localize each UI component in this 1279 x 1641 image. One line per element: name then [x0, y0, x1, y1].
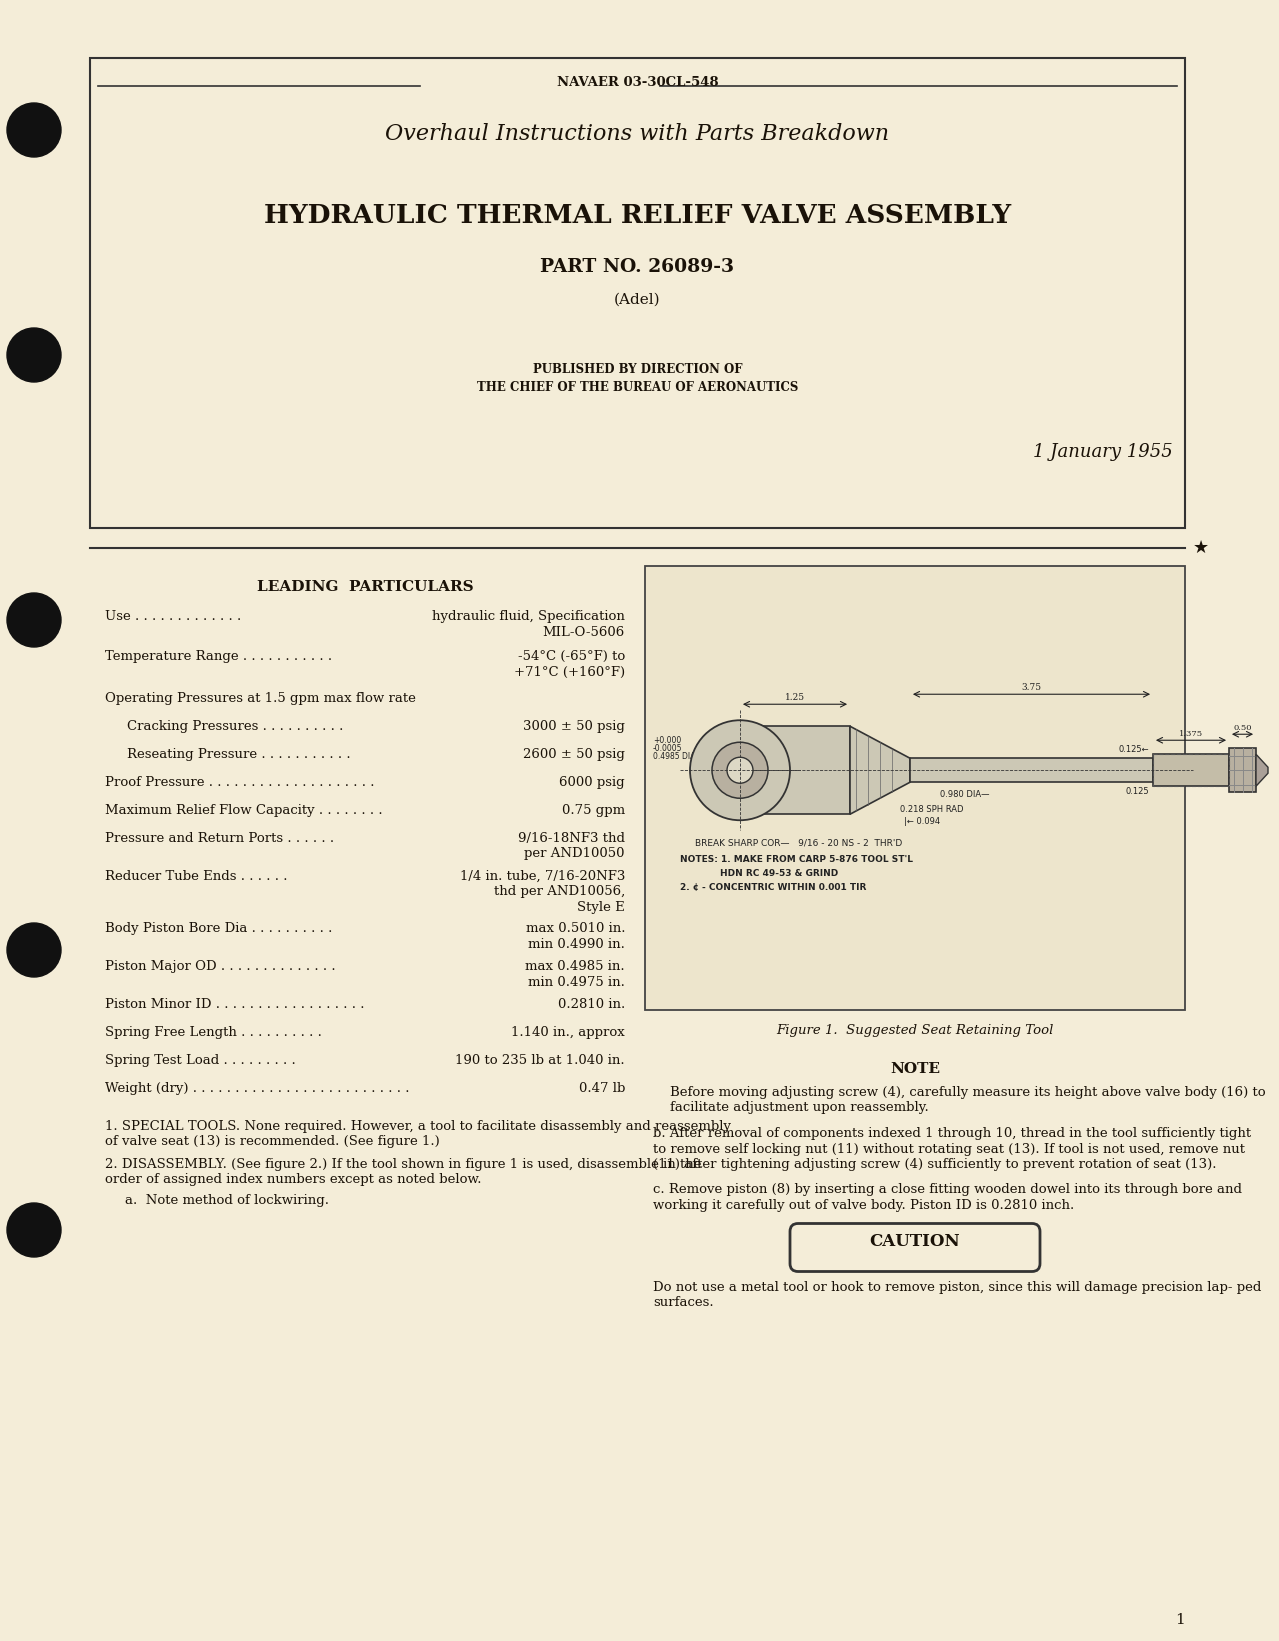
Circle shape [6, 1203, 61, 1257]
Text: 190 to 235 lb at 1.040 in.: 190 to 235 lb at 1.040 in. [455, 1054, 625, 1067]
Text: -54°C (-65°F) to: -54°C (-65°F) to [518, 650, 625, 663]
Text: 2. DISASSEMBLY. (See figure 2.) If the tool shown in figure 1 is used, disassemb: 2. DISASSEMBLY. (See figure 2.) If the t… [105, 1159, 701, 1172]
Text: Figure 1.  Suggested Seat Retaining Tool: Figure 1. Suggested Seat Retaining Tool [776, 1024, 1054, 1037]
Text: 2600 ± 50 psig: 2600 ± 50 psig [523, 748, 625, 761]
Circle shape [689, 720, 790, 820]
Text: 6000 psig: 6000 psig [559, 776, 625, 789]
Text: -0.0005: -0.0005 [654, 743, 683, 753]
Text: min 0.4990 in.: min 0.4990 in. [528, 937, 625, 950]
Text: working it carefully out of valve body. Piston ID is 0.2810 inch.: working it carefully out of valve body. … [654, 1200, 1074, 1213]
Text: THE CHIEF OF THE BUREAU OF AERONAUTICS: THE CHIEF OF THE BUREAU OF AERONAUTICS [477, 381, 798, 394]
Text: Do not use a metal tool or hook to remove piston, since this will damage precisi: Do not use a metal tool or hook to remov… [654, 1280, 1261, 1293]
Text: min 0.4975 in.: min 0.4975 in. [528, 975, 625, 988]
Text: of valve seat (13) is recommended. (See figure 1.): of valve seat (13) is recommended. (See … [105, 1136, 440, 1149]
Text: PUBLISHED BY DIRECTION OF: PUBLISHED BY DIRECTION OF [533, 363, 742, 376]
Text: 0.2810 in.: 0.2810 in. [558, 998, 625, 1011]
Text: NOTES: 1. MAKE FROM CARP 5-876 TOOL ST'L: NOTES: 1. MAKE FROM CARP 5-876 TOOL ST'L [680, 855, 913, 865]
Bar [1152, 755, 1229, 786]
Text: 0.4985 DIA ¢: 0.4985 DIA ¢ [654, 752, 702, 761]
Text: 9/16-18NF3 thd: 9/16-18NF3 thd [518, 832, 625, 845]
Text: Maximum Relief Flow Capacity . . . . . . . .: Maximum Relief Flow Capacity . . . . . .… [105, 804, 382, 817]
Text: thd per AND10056,: thd per AND10056, [494, 886, 625, 899]
Text: MIL-O-5606: MIL-O-5606 [542, 625, 625, 638]
Text: Operating Pressures at 1.5 gpm max flow rate: Operating Pressures at 1.5 gpm max flow … [105, 693, 416, 706]
Text: ★: ★ [1193, 538, 1209, 556]
Text: Proof Pressure . . . . . . . . . . . . . . . . . . . .: Proof Pressure . . . . . . . . . . . . .… [105, 776, 375, 789]
Text: 1 January 1955: 1 January 1955 [1033, 443, 1173, 461]
Text: surfaces.: surfaces. [654, 1296, 714, 1310]
Circle shape [6, 328, 61, 382]
Text: 0.75 gpm: 0.75 gpm [561, 804, 625, 817]
Text: 1/4 in. tube, 7/16-20NF3: 1/4 in. tube, 7/16-20NF3 [459, 870, 625, 883]
Text: a.  Note method of lockwiring.: a. Note method of lockwiring. [125, 1195, 329, 1208]
Polygon shape [851, 727, 909, 814]
Text: Use . . . . . . . . . . . . .: Use . . . . . . . . . . . . . [105, 610, 242, 624]
Text: Weight (dry) . . . . . . . . . . . . . . . . . . . . . . . . . .: Weight (dry) . . . . . . . . . . . . . .… [105, 1081, 409, 1095]
Text: 0.47 lb: 0.47 lb [578, 1081, 625, 1095]
Text: Piston Minor ID . . . . . . . . . . . . . . . . . .: Piston Minor ID . . . . . . . . . . . . … [105, 998, 365, 1011]
Circle shape [712, 742, 767, 798]
Text: facilitate adjustment upon reassembly.: facilitate adjustment upon reassembly. [670, 1101, 929, 1114]
Text: 3000 ± 50 psig: 3000 ± 50 psig [523, 720, 625, 734]
Text: 1.140 in., approx: 1.140 in., approx [512, 1026, 625, 1039]
Text: Cracking Pressures . . . . . . . . . .: Cracking Pressures . . . . . . . . . . [127, 720, 343, 734]
Bar [645, 566, 1186, 1009]
Text: BREAK SHARP COR—   9/16 - 20 NS - 2  THR'D: BREAK SHARP COR— 9/16 - 20 NS - 2 THR'D [694, 839, 902, 847]
Text: hydraulic fluid, Specification: hydraulic fluid, Specification [432, 610, 625, 624]
Text: max 0.4985 in.: max 0.4985 in. [526, 960, 625, 973]
Text: CAUTION: CAUTION [870, 1232, 961, 1250]
Text: Before moving adjusting screw (4), carefully measure its height above valve body: Before moving adjusting screw (4), caref… [670, 1086, 1266, 1099]
Circle shape [6, 103, 61, 158]
Circle shape [6, 922, 61, 976]
Text: NOTE: NOTE [890, 1062, 940, 1076]
Text: HYDRAULIC THERMAL RELIEF VALVE ASSEMBLY: HYDRAULIC THERMAL RELIEF VALVE ASSEMBLY [263, 203, 1012, 228]
Text: Spring Test Load . . . . . . . . .: Spring Test Load . . . . . . . . . [105, 1054, 295, 1067]
Circle shape [6, 592, 61, 647]
Text: LEADING  PARTICULARS: LEADING PARTICULARS [257, 579, 473, 594]
Bar [741, 727, 851, 814]
Text: 0.218 SPH RAD: 0.218 SPH RAD [900, 806, 963, 814]
Text: per AND10050: per AND10050 [524, 847, 625, 860]
Text: 1: 1 [1175, 1613, 1186, 1626]
Text: 1.25: 1.25 [785, 693, 804, 702]
Polygon shape [1256, 755, 1267, 786]
Text: +0.000: +0.000 [654, 735, 682, 745]
Text: 3.75: 3.75 [1022, 683, 1041, 693]
Text: 2. ¢ - CONCENTRIC WITHIN 0.001 TIR: 2. ¢ - CONCENTRIC WITHIN 0.001 TIR [680, 883, 866, 893]
Text: PART NO. 26089-3: PART NO. 26089-3 [541, 258, 734, 276]
Text: 1. SPECIAL TOOLS. None required. However, a tool to facilitate disassembly and r: 1. SPECIAL TOOLS. None required. However… [105, 1121, 732, 1132]
FancyBboxPatch shape [790, 1224, 1040, 1272]
Text: 0.125←: 0.125← [1118, 745, 1149, 753]
Bar [90, 57, 1186, 528]
Text: |← 0.094: |← 0.094 [904, 817, 940, 825]
Bar [1152, 755, 1229, 786]
Text: 0.50: 0.50 [1233, 724, 1252, 732]
Text: Reducer Tube Ends . . . . . .: Reducer Tube Ends . . . . . . [105, 870, 288, 883]
Text: (Adel): (Adel) [614, 294, 661, 307]
Text: NAVAER 03-30CL-548: NAVAER 03-30CL-548 [556, 75, 719, 89]
Text: to remove self locking nut (11) without rotating seat (13). If tool is not used,: to remove self locking nut (11) without … [654, 1142, 1244, 1155]
Text: HDN RC 49-53 & GRIND: HDN RC 49-53 & GRIND [720, 870, 838, 878]
Text: order of assigned index numbers except as noted below.: order of assigned index numbers except a… [105, 1173, 481, 1186]
Text: 1.375: 1.375 [1179, 730, 1204, 738]
Text: Piston Major OD . . . . . . . . . . . . . .: Piston Major OD . . . . . . . . . . . . … [105, 960, 335, 973]
Text: Temperature Range . . . . . . . . . . .: Temperature Range . . . . . . . . . . . [105, 650, 333, 663]
Bar [909, 758, 1152, 783]
Text: (11) after tightening adjusting screw (4) sufficiently to prevent rotation of se: (11) after tightening adjusting screw (4… [654, 1159, 1216, 1172]
Text: Spring Free Length . . . . . . . . . .: Spring Free Length . . . . . . . . . . [105, 1026, 322, 1039]
Bar [1229, 748, 1256, 793]
Text: max 0.5010 in.: max 0.5010 in. [526, 922, 625, 935]
Text: 0.980 DIA—: 0.980 DIA— [940, 791, 990, 799]
Text: 0.125: 0.125 [1126, 786, 1149, 796]
Circle shape [726, 757, 753, 783]
Text: c. Remove piston (8) by inserting a close fitting wooden dowel into its through : c. Remove piston (8) by inserting a clos… [654, 1183, 1242, 1196]
Text: Reseating Pressure . . . . . . . . . . .: Reseating Pressure . . . . . . . . . . . [127, 748, 350, 761]
Text: Body Piston Bore Dia . . . . . . . . . .: Body Piston Bore Dia . . . . . . . . . . [105, 922, 333, 935]
Text: +71°C (+160°F): +71°C (+160°F) [514, 666, 625, 678]
Text: Pressure and Return Ports . . . . . .: Pressure and Return Ports . . . . . . [105, 832, 334, 845]
Text: b. After removal of components indexed 1 through 10, thread in the tool sufficie: b. After removal of components indexed 1… [654, 1127, 1251, 1140]
Text: Style E: Style E [577, 901, 625, 914]
Text: Overhaul Instructions with Parts Breakdown: Overhaul Instructions with Parts Breakdo… [385, 123, 890, 144]
